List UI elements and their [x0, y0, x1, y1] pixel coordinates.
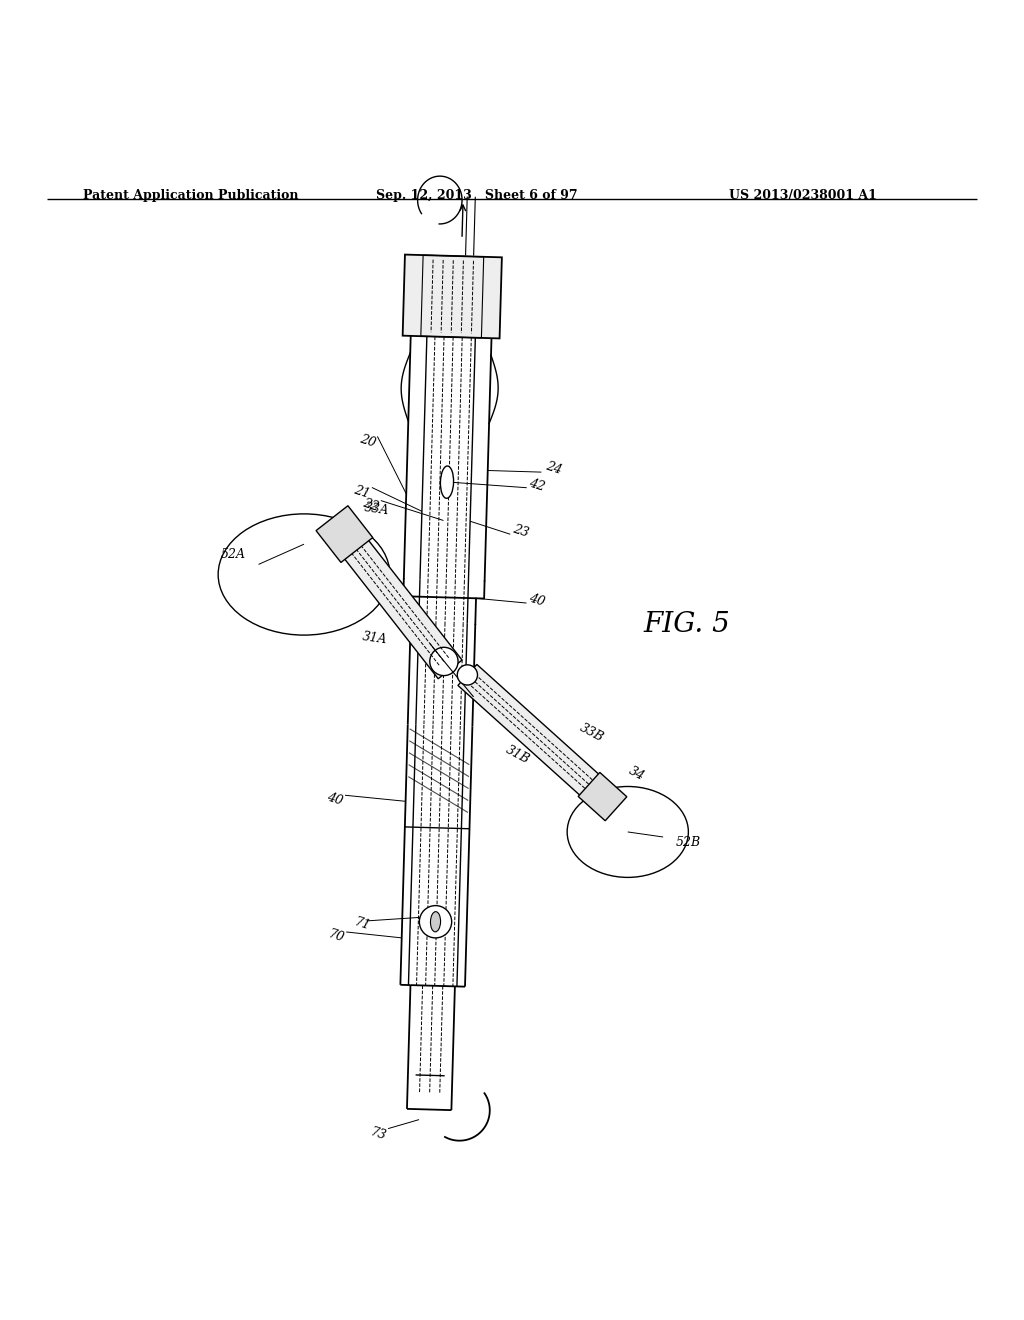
Text: 40: 40	[527, 591, 546, 609]
Text: FIG. 5: FIG. 5	[643, 611, 730, 638]
Text: 21: 21	[352, 484, 372, 502]
Text: 30: 30	[394, 612, 413, 630]
Ellipse shape	[440, 466, 454, 499]
Text: 22: 22	[361, 496, 380, 515]
Text: Sep. 12, 2013   Sheet 6 of 97: Sep. 12, 2013 Sheet 6 of 97	[376, 189, 578, 202]
Text: 34: 34	[627, 764, 647, 783]
Text: 71: 71	[352, 915, 372, 932]
Text: 31B: 31B	[504, 743, 532, 766]
Ellipse shape	[430, 912, 440, 932]
Text: Patent Application Publication: Patent Application Publication	[83, 189, 298, 202]
Polygon shape	[458, 664, 612, 807]
Text: 73: 73	[369, 1125, 387, 1142]
Text: 42: 42	[527, 477, 547, 494]
Circle shape	[458, 665, 477, 685]
Text: 33A: 33A	[362, 502, 389, 517]
Polygon shape	[402, 255, 502, 338]
Text: 24: 24	[544, 459, 563, 477]
Text: 23: 23	[511, 523, 530, 540]
Text: 40: 40	[326, 791, 344, 808]
Text: 70: 70	[327, 928, 346, 945]
Polygon shape	[579, 772, 627, 821]
Ellipse shape	[218, 513, 390, 635]
Polygon shape	[316, 506, 373, 562]
Text: 31A: 31A	[361, 631, 388, 647]
Text: US 2013/0238001 A1: US 2013/0238001 A1	[729, 189, 877, 202]
Text: 52B: 52B	[676, 836, 700, 849]
Circle shape	[430, 647, 458, 676]
Text: 33B: 33B	[578, 721, 606, 744]
Text: 20: 20	[357, 433, 377, 450]
Ellipse shape	[567, 787, 688, 878]
Text: 52A: 52A	[221, 548, 246, 561]
Circle shape	[420, 906, 452, 939]
Polygon shape	[333, 525, 462, 678]
